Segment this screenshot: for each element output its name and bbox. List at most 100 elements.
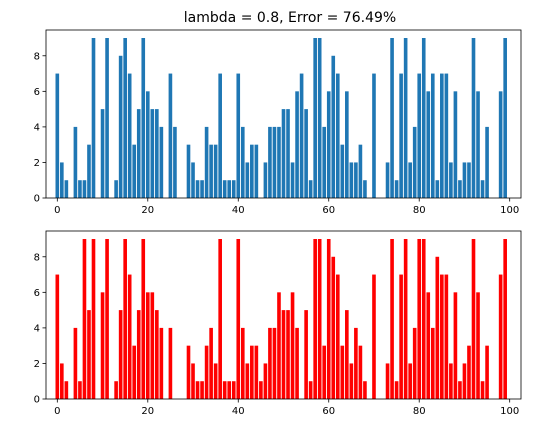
bar xyxy=(480,180,485,198)
bar xyxy=(277,126,281,198)
bar xyxy=(254,345,259,399)
bar xyxy=(272,126,277,198)
bar xyxy=(231,180,236,198)
bar xyxy=(286,109,290,198)
bar xyxy=(462,363,467,399)
bar xyxy=(222,180,227,198)
bar xyxy=(204,126,209,198)
bar xyxy=(349,363,354,399)
bar xyxy=(354,327,358,399)
bar xyxy=(444,73,449,198)
bar xyxy=(281,109,286,198)
bar xyxy=(335,274,340,399)
bar xyxy=(186,345,191,399)
y-tick-label: 6 xyxy=(34,87,40,98)
y-tick-label: 2 xyxy=(34,158,40,169)
bar xyxy=(73,327,78,399)
bar xyxy=(349,162,354,198)
x-tick-label: 0 xyxy=(54,406,60,417)
bar xyxy=(358,345,363,399)
bar xyxy=(268,126,272,198)
bar xyxy=(240,126,245,198)
bar xyxy=(462,162,467,198)
bar xyxy=(358,144,363,198)
bar xyxy=(304,310,308,399)
bar xyxy=(204,345,209,399)
bar xyxy=(326,91,331,198)
y-tick-label: 8 xyxy=(34,252,40,263)
bar xyxy=(498,274,503,399)
bar xyxy=(218,239,222,399)
bar xyxy=(218,73,222,198)
bar xyxy=(304,109,308,198)
x-tick-label: 0 xyxy=(54,205,60,216)
x-tick-label: 80 xyxy=(413,406,426,417)
y-tick-label: 4 xyxy=(34,122,40,133)
bar xyxy=(467,162,471,198)
bar xyxy=(82,180,87,198)
bar xyxy=(150,292,155,399)
bar xyxy=(200,180,204,198)
y-tick-label: 8 xyxy=(34,51,40,62)
bar xyxy=(317,38,322,198)
bar xyxy=(209,327,213,399)
bar xyxy=(231,381,236,399)
bar xyxy=(471,239,476,399)
bar xyxy=(159,126,164,198)
bar xyxy=(340,345,345,399)
bar xyxy=(105,38,109,198)
bar xyxy=(114,381,118,399)
bar xyxy=(399,274,403,399)
bar xyxy=(453,91,458,198)
bar xyxy=(73,126,78,198)
bar xyxy=(299,73,304,198)
bar xyxy=(417,73,422,198)
bar xyxy=(458,381,462,399)
bar xyxy=(132,144,137,198)
bar xyxy=(440,274,444,399)
axes-frame xyxy=(45,230,522,400)
bar xyxy=(123,239,127,399)
bar xyxy=(118,310,123,399)
bar xyxy=(250,144,254,198)
bar xyxy=(421,38,426,198)
bar xyxy=(403,239,408,399)
bar xyxy=(444,274,449,399)
bar xyxy=(60,363,64,399)
bar xyxy=(503,38,507,198)
bar xyxy=(308,180,313,198)
bar xyxy=(55,274,60,399)
bar xyxy=(222,381,227,399)
bar xyxy=(331,55,336,198)
y-tick-label: 0 xyxy=(34,395,40,406)
x-tick-label: 80 xyxy=(413,205,426,216)
bar xyxy=(168,327,173,399)
bar xyxy=(64,180,69,198)
x-tick-label: 40 xyxy=(232,205,245,216)
bar xyxy=(326,239,331,399)
bar xyxy=(240,327,245,399)
bar xyxy=(60,162,64,198)
bar xyxy=(227,180,232,198)
bar xyxy=(412,327,417,399)
bar xyxy=(209,144,213,198)
bar xyxy=(55,73,60,198)
x-tick-label: 100 xyxy=(500,205,519,216)
bar xyxy=(503,239,507,399)
bar xyxy=(408,363,412,399)
bar xyxy=(136,310,141,399)
bar xyxy=(485,126,489,198)
bar xyxy=(281,310,286,399)
bar xyxy=(399,73,403,198)
bar xyxy=(476,91,480,198)
bar xyxy=(498,91,503,198)
bar xyxy=(127,73,132,198)
chart-title: lambda = 0.8, Error = 76.49% xyxy=(184,10,396,26)
bar xyxy=(385,162,390,198)
bar xyxy=(263,162,268,198)
x-tick-label: 60 xyxy=(322,205,335,216)
bar-chart-bottom: 0 20 40 60 80 100 0 2 4 6 8 xyxy=(34,230,522,417)
bar xyxy=(236,239,241,399)
bar xyxy=(150,109,155,198)
